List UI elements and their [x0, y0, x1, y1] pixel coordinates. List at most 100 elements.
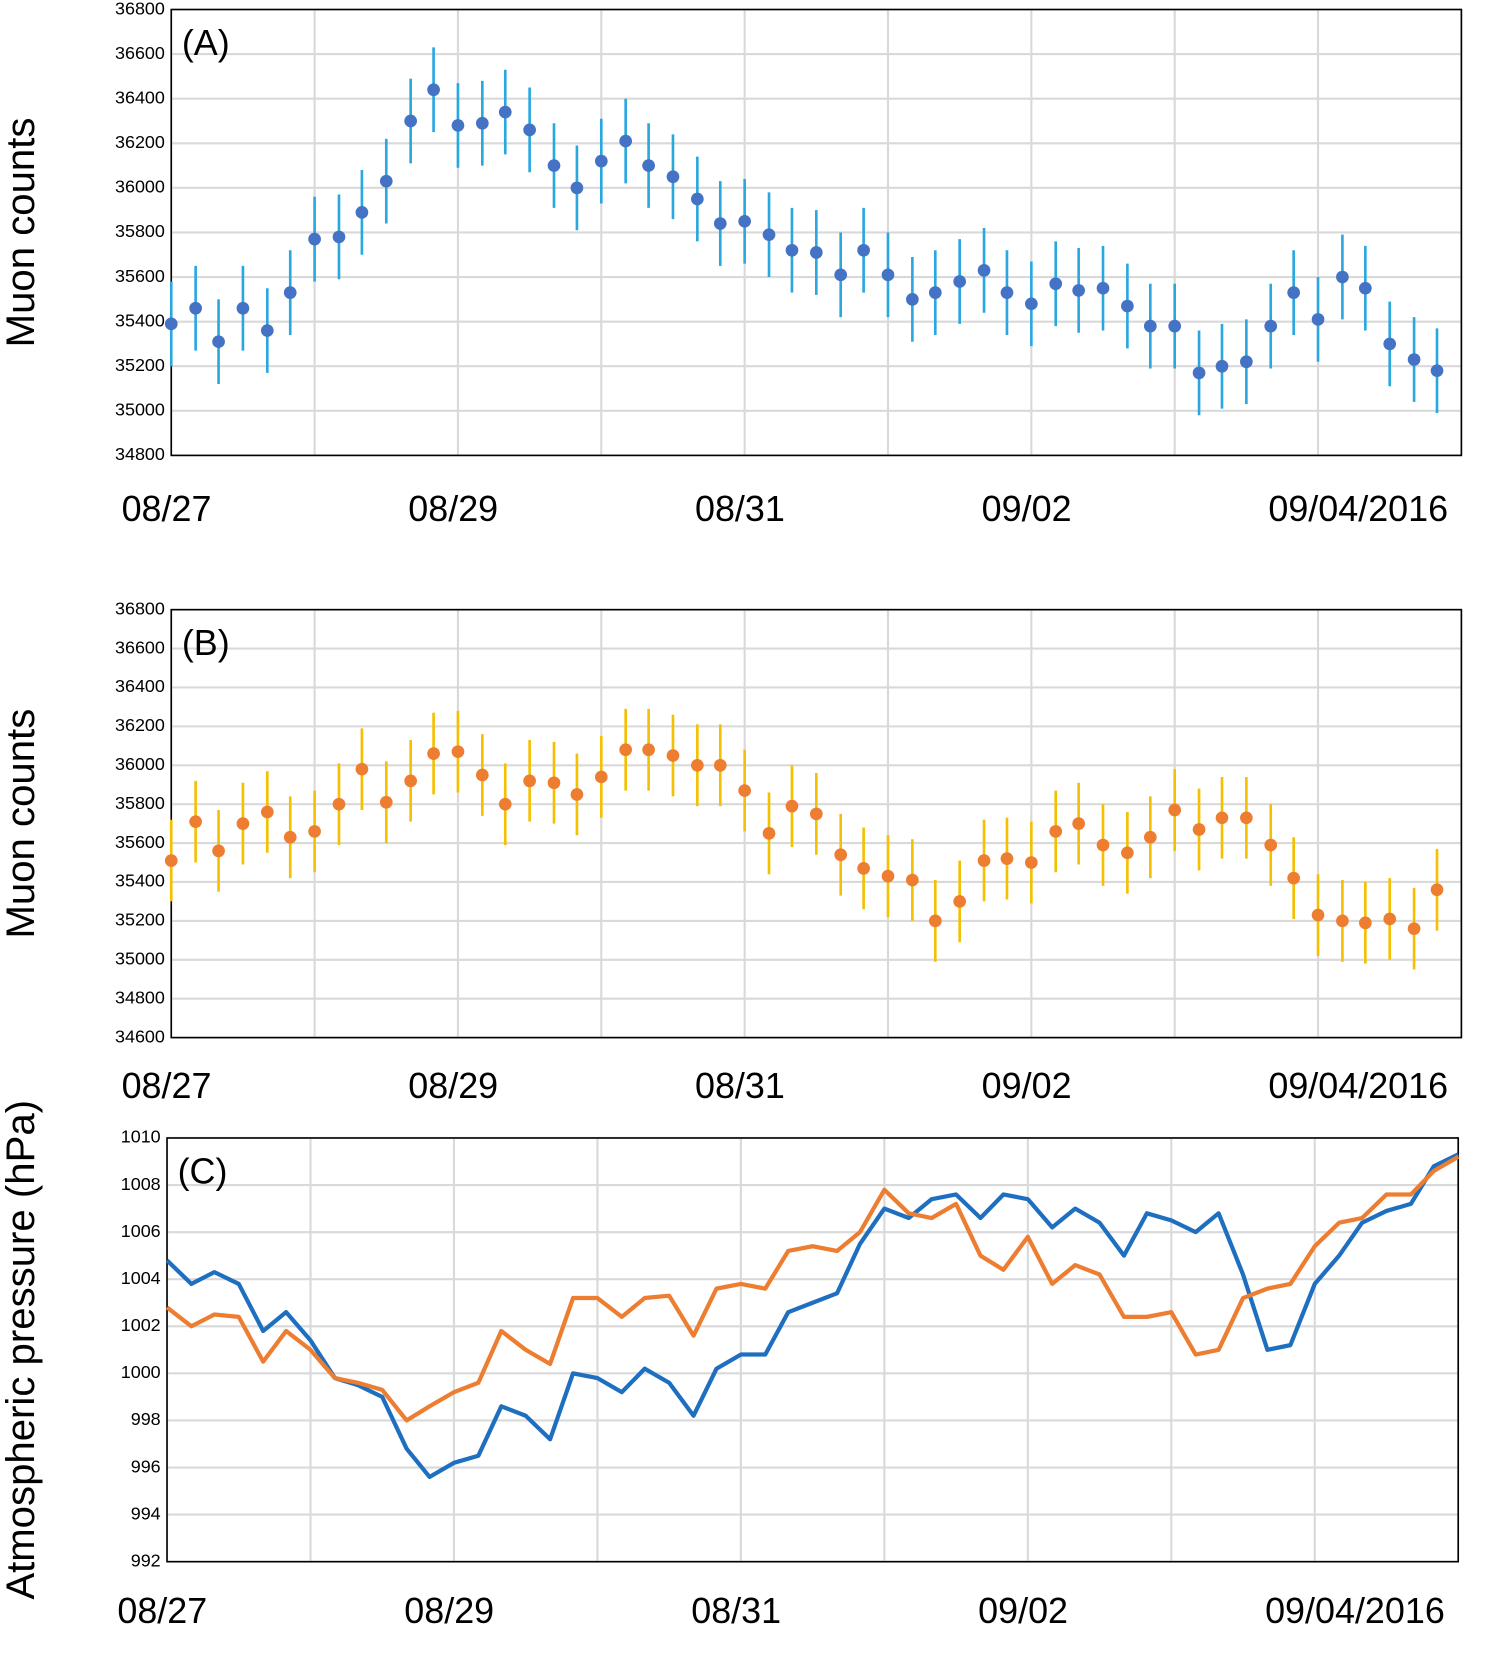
y-tick-label: 36600	[115, 43, 165, 63]
point	[1049, 277, 1063, 291]
plot-frame	[170, 8, 1463, 457]
line-series	[165, 1152, 1460, 1480]
point	[498, 105, 512, 119]
y-tick-label: 34800	[115, 987, 165, 1007]
point	[785, 243, 799, 257]
point	[523, 123, 536, 137]
point	[260, 805, 274, 819]
point	[212, 844, 225, 858]
point	[570, 788, 584, 801]
point	[1192, 366, 1206, 380]
x-tick-label: 09/02	[982, 1065, 1072, 1106]
y-tick-label: 34600	[115, 1026, 165, 1046]
point	[1311, 313, 1325, 326]
y-tick-label: 34800	[115, 444, 165, 464]
x-tick-label: 08/31	[695, 1065, 785, 1106]
y-tick-label: 35400	[115, 310, 165, 330]
y-tick-label: 35000	[115, 949, 165, 969]
point	[1143, 830, 1157, 844]
point	[236, 301, 250, 315]
x-tick-label: 08/29	[408, 1065, 498, 1106]
point	[619, 134, 633, 148]
point	[928, 286, 942, 299]
point	[475, 116, 489, 130]
point	[1168, 803, 1182, 817]
point	[594, 770, 608, 784]
x-tick-label: 09/04/2016	[1265, 1590, 1445, 1631]
y-tick-label: 1002	[121, 1315, 161, 1335]
point	[1168, 319, 1182, 333]
point	[642, 743, 655, 757]
y-tick-label: 998	[131, 1409, 161, 1429]
y-axis-label: Muon counts	[0, 709, 43, 939]
plot-frame	[166, 1137, 1460, 1563]
point	[1096, 838, 1110, 852]
panel-label: (A)	[182, 22, 230, 63]
y-tick-label: 36000	[115, 754, 165, 774]
point	[283, 830, 297, 844]
point	[1383, 337, 1397, 351]
point	[1383, 912, 1397, 926]
point	[427, 747, 440, 760]
point	[738, 214, 751, 228]
y-tick-label: 1010	[121, 1127, 161, 1147]
y-tick-label: 36200	[115, 715, 165, 735]
point	[236, 817, 250, 830]
point	[1096, 281, 1110, 295]
point	[1287, 286, 1301, 299]
y-tick-label: 35000	[115, 400, 165, 420]
point	[189, 815, 202, 829]
point	[1264, 838, 1278, 852]
point	[691, 758, 704, 772]
point	[619, 743, 633, 757]
y-tick-label: 36200	[115, 132, 165, 152]
point	[857, 862, 870, 875]
point	[164, 317, 178, 331]
x-tick-label: 09/04/2016	[1268, 1065, 1448, 1106]
point	[762, 228, 776, 242]
point	[164, 854, 178, 867]
panel-label: (B)	[182, 622, 230, 663]
y-tick-label: 35600	[115, 266, 165, 286]
point	[308, 825, 321, 838]
point	[332, 797, 346, 811]
x-tick-label: 08/29	[404, 1590, 494, 1631]
y-tick-label: 35600	[115, 832, 165, 852]
x-tick-label: 08/31	[691, 1590, 781, 1631]
point	[809, 807, 823, 821]
point	[953, 895, 967, 908]
point	[1240, 811, 1253, 825]
point	[1359, 281, 1372, 295]
point	[1000, 852, 1014, 865]
line-series	[165, 1154, 1460, 1423]
y-tick-label: 36800	[115, 0, 165, 18]
y-tick-label: 992	[131, 1550, 161, 1570]
point	[1240, 355, 1253, 369]
y-tick-label: 36800	[115, 598, 165, 618]
y-tick-label: 994	[131, 1503, 161, 1523]
point	[212, 335, 225, 349]
point	[1336, 914, 1349, 928]
y-tick-label: 35400	[115, 871, 165, 891]
point	[1407, 922, 1421, 936]
y-tick-label: 1004	[121, 1268, 161, 1288]
point	[881, 869, 895, 883]
point	[1359, 916, 1372, 930]
point	[762, 827, 776, 840]
y-axis-label: Atmospheric pressure (hPa)	[0, 1100, 43, 1600]
x-tick-label: 08/27	[117, 1590, 207, 1631]
point	[594, 154, 608, 168]
point	[404, 114, 417, 128]
point	[834, 848, 848, 862]
point	[1049, 825, 1063, 838]
point	[308, 232, 321, 246]
y-tick-label: 35800	[115, 221, 165, 241]
point	[642, 159, 655, 172]
panel-label: (C)	[178, 1150, 228, 1191]
x-tick-label: 09/02	[978, 1590, 1068, 1631]
point	[547, 776, 561, 790]
point	[906, 873, 919, 887]
point	[498, 797, 512, 811]
point	[857, 243, 870, 257]
